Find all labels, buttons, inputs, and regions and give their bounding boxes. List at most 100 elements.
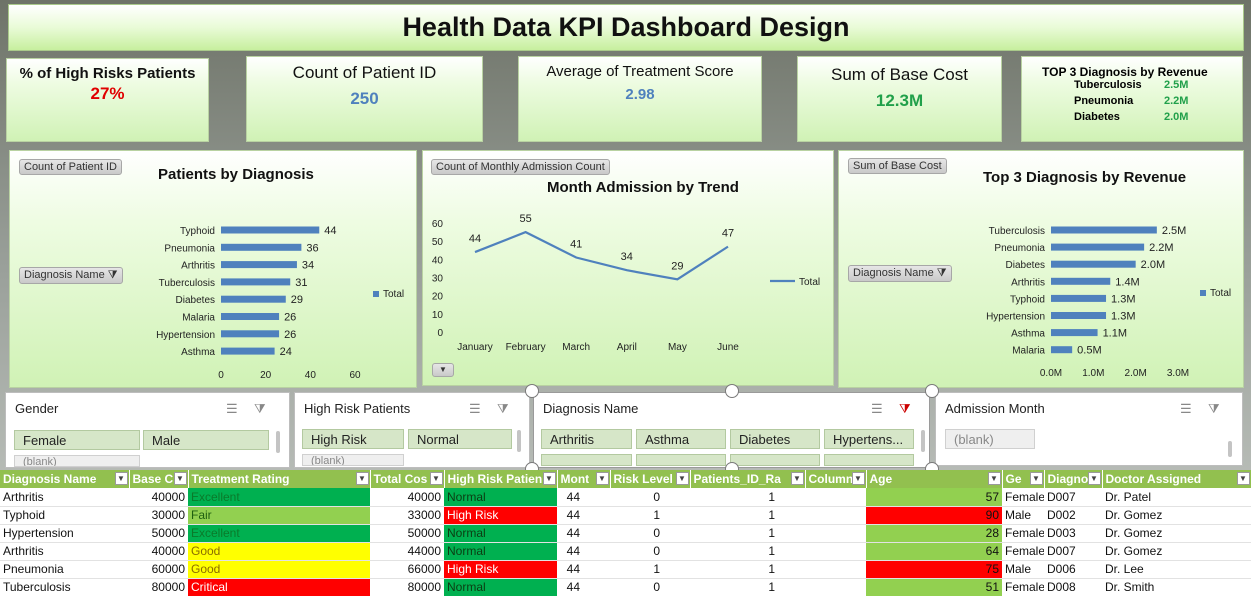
- table-cell[interactable]: Hypertension: [0, 524, 129, 543]
- table-cell[interactable]: [805, 488, 866, 507]
- table-cell[interactable]: Male: [1002, 560, 1044, 579]
- table-cell[interactable]: [805, 560, 866, 579]
- table-cell[interactable]: 80000: [370, 578, 444, 596]
- table-cell[interactable]: Normal: [444, 488, 557, 507]
- table-cell[interactable]: 90: [866, 506, 1002, 525]
- value-field-button[interactable]: Count of Monthly Admission Count: [431, 159, 610, 175]
- column-header[interactable]: Patients_ID_Ra ▼: [690, 470, 806, 488]
- slicer-item-partial[interactable]: [541, 454, 632, 466]
- table-row[interactable]: Pneumonia 60000 Good 66000 High Risk 44 1 1 75 Ma…: [0, 560, 1251, 579]
- multi-select-icon[interactable]: ☰: [469, 401, 481, 416]
- resize-handle[interactable]: [925, 384, 939, 398]
- table-cell[interactable]: 44: [557, 524, 610, 543]
- column-header[interactable]: Diagno ▼: [1044, 470, 1103, 488]
- clear-filter-icon[interactable]: ⧩: [1208, 401, 1220, 416]
- table-cell[interactable]: 1: [690, 488, 805, 507]
- table-row[interactable]: Hypertension 50000 Excellent 50000 Normal 44 0…: [0, 524, 1251, 543]
- table-cell[interactable]: [805, 578, 866, 596]
- table-cell[interactable]: 66000: [370, 560, 444, 579]
- table-cell[interactable]: [805, 542, 866, 561]
- resize-handle[interactable]: [725, 384, 739, 398]
- slicer-item-normal[interactable]: Normal: [408, 429, 512, 449]
- table-row[interactable]: Arthritis 40000 Excellent 40000 Normal 44 0 1 57…: [0, 488, 1251, 507]
- chevron-down-icon[interactable]: ▼: [432, 363, 454, 377]
- table-cell[interactable]: D006: [1044, 560, 1102, 579]
- table-row[interactable]: Typhoid 30000 Fair 33000 High Risk 44 1 1 90 Male…: [0, 506, 1251, 525]
- admission-month-slicer[interactable]: Admission Month ☰ ⧩ (blank): [935, 392, 1243, 466]
- column-header[interactable]: Mont ▼: [557, 470, 611, 488]
- table-cell[interactable]: Tuberculosis: [0, 578, 129, 596]
- kpi-card-top3[interactable]: TOP 3 Diagnosis by Revenue Tuberculosis …: [1021, 56, 1243, 142]
- table-cell[interactable]: 1: [690, 578, 805, 596]
- clear-filter-icon[interactable]: ⧩: [497, 401, 509, 416]
- multi-select-icon[interactable]: ☰: [1180, 401, 1192, 416]
- column-header[interactable]: Doctor Assigned ▼: [1102, 470, 1251, 488]
- table-cell[interactable]: 40000: [370, 488, 444, 507]
- column-header[interactable]: Total Cos ▼: [370, 470, 445, 488]
- table-cell[interactable]: 1: [690, 560, 805, 579]
- filter-dropdown-icon[interactable]: ▼: [355, 472, 369, 485]
- table-cell[interactable]: 44000: [370, 542, 444, 561]
- table-cell[interactable]: Arthritis: [0, 488, 129, 507]
- filter-dropdown-icon[interactable]: ▼: [595, 472, 609, 485]
- table-cell[interactable]: Normal: [444, 542, 557, 561]
- resize-handle[interactable]: [525, 384, 539, 398]
- filter-dropdown-icon[interactable]: ▼: [987, 472, 1001, 485]
- table-cell[interactable]: D003: [1044, 524, 1102, 543]
- patient-data-table[interactable]: Diagnosis Name ▼ Base C ▼ Treatment Rating ▼ T…: [0, 470, 1251, 596]
- slicer-item-partial[interactable]: [636, 454, 726, 466]
- column-header[interactable]: Risk Level ▼: [610, 470, 691, 488]
- column-header[interactable]: Base C ▼: [129, 470, 189, 488]
- kpi-card-treatment-score[interactable]: Average of Treatment Score 2.98: [518, 56, 762, 142]
- table-cell[interactable]: 60000: [129, 560, 188, 579]
- table-cell[interactable]: 28: [866, 524, 1002, 543]
- gender-slicer[interactable]: Gender ☰ ⧩ Female Male (blank): [5, 392, 290, 468]
- slicer-item-diabetes[interactable]: Diabetes: [730, 429, 820, 449]
- table-cell[interactable]: Female: [1002, 488, 1044, 507]
- filter-dropdown-icon[interactable]: ▼: [790, 472, 804, 485]
- table-cell[interactable]: Typhoid: [0, 506, 129, 525]
- table-cell[interactable]: [805, 524, 866, 543]
- table-cell[interactable]: Female: [1002, 542, 1044, 561]
- table-cell[interactable]: 57: [866, 488, 1002, 507]
- table-cell[interactable]: Normal: [444, 578, 557, 596]
- table-cell[interactable]: High Risk: [444, 560, 557, 579]
- slicer-item-blank[interactable]: (blank): [302, 454, 404, 466]
- table-cell[interactable]: Dr. Gomez: [1102, 524, 1251, 543]
- table-cell[interactable]: Male: [1002, 506, 1044, 525]
- slicer-item-female[interactable]: Female: [14, 430, 140, 450]
- filter-dropdown-icon[interactable]: ▼: [114, 472, 128, 485]
- multi-select-icon[interactable]: ☰: [871, 401, 883, 416]
- slicer-item-partial[interactable]: [824, 454, 914, 466]
- table-cell[interactable]: 1: [690, 542, 805, 561]
- table-row[interactable]: Tuberculosis 80000 Critical 80000 Normal 44 0 1…: [0, 578, 1251, 596]
- slicer-scrollbar[interactable]: [921, 430, 925, 452]
- table-cell[interactable]: D002: [1044, 506, 1102, 525]
- slicer-item-blank[interactable]: (blank): [14, 455, 140, 467]
- slicer-item-male[interactable]: Male: [143, 430, 269, 450]
- column-header[interactable]: Treatment Rating ▼: [188, 470, 371, 488]
- table-cell[interactable]: [805, 506, 866, 525]
- table-cell[interactable]: 40000: [129, 542, 188, 561]
- table-cell[interactable]: Dr. Gomez: [1102, 506, 1251, 525]
- table-cell[interactable]: Good: [188, 560, 370, 579]
- slicer-item-partial[interactable]: [730, 454, 820, 466]
- table-cell[interactable]: 75: [866, 560, 1002, 579]
- high-risk-slicer[interactable]: High Risk Patients ☰ ⧩ High Risk Normal …: [294, 392, 530, 468]
- table-cell[interactable]: 33000: [370, 506, 444, 525]
- kpi-card-base-cost[interactable]: Sum of Base Cost 12.3M: [797, 56, 1002, 142]
- table-cell[interactable]: D007: [1044, 542, 1102, 561]
- filter-dropdown-icon[interactable]: ▼: [542, 472, 556, 485]
- filter-dropdown-icon[interactable]: ▼: [429, 472, 443, 485]
- table-cell[interactable]: Critical: [188, 578, 370, 596]
- slicer-item-arthritis[interactable]: Arthritis: [541, 429, 632, 449]
- filter-dropdown-icon[interactable]: ▼: [851, 472, 865, 485]
- table-cell[interactable]: Normal: [444, 524, 557, 543]
- table-cell[interactable]: Good: [188, 542, 370, 561]
- table-cell[interactable]: Dr. Gomez: [1102, 542, 1251, 561]
- value-field-button[interactable]: Count of Patient ID: [19, 159, 122, 175]
- table-cell[interactable]: Fair: [188, 506, 370, 525]
- table-cell[interactable]: 1: [610, 560, 690, 579]
- clear-filter-icon[interactable]: ⧩: [254, 401, 266, 416]
- table-cell[interactable]: Arthritis: [0, 542, 129, 561]
